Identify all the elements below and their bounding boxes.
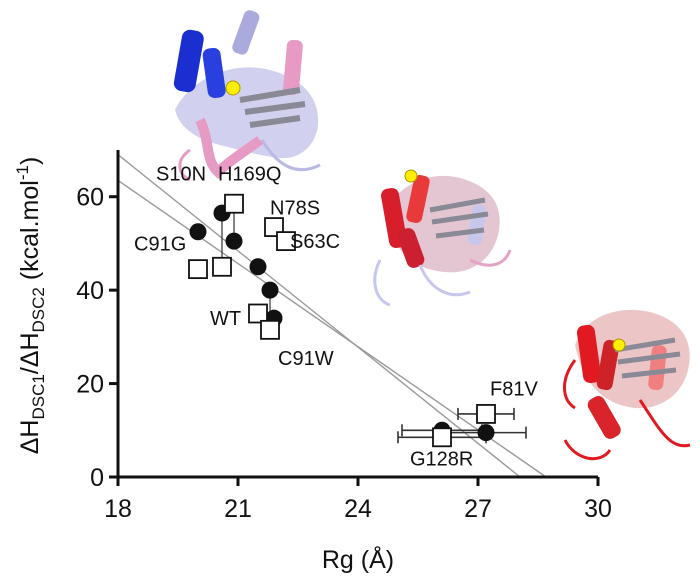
y-tick-label: 60 <box>76 184 104 212</box>
y-tick-label: 0 <box>90 464 104 492</box>
filled-circle-point <box>477 424 495 442</box>
open-square-point <box>224 193 244 214</box>
point-annotation: C91W <box>278 348 334 370</box>
y-tick-label: 20 <box>76 371 104 399</box>
point-annotation: WT <box>210 308 241 330</box>
open-square-point <box>248 303 268 324</box>
open-square-point <box>276 231 296 251</box>
annotations: S10N H169Q N78S S63C C91G WT C91W F81V G128R <box>134 163 538 470</box>
x-tick-label: 24 <box>344 495 372 523</box>
y-label-mid: /ΔH <box>16 332 44 374</box>
protein-structure-right <box>563 309 691 461</box>
x-tick-label: 18 <box>104 495 132 523</box>
point-annotation: F81V <box>490 378 538 400</box>
x-tick-label: 21 <box>224 495 252 523</box>
open-square-point <box>188 259 208 280</box>
open-square-point <box>432 427 452 448</box>
y-label-close: ) <box>16 157 44 165</box>
point-annotation: S10N <box>156 163 206 185</box>
point-annotation: C91G <box>134 233 186 255</box>
y-axis-ticks: 0 20 40 60 <box>76 184 118 492</box>
protein-structure-top <box>173 10 321 182</box>
x-tick-label: 30 <box>584 495 612 523</box>
point-annotation: G128R <box>410 448 473 470</box>
filled-circle-point <box>189 223 207 241</box>
point-annotation: S63C <box>290 231 340 253</box>
x-tick-label: 27 <box>464 495 492 523</box>
open-square-point <box>260 319 280 340</box>
filled-circle-point <box>249 258 267 276</box>
point-annotation: N78S <box>270 197 320 219</box>
y-label-sup: -1 <box>13 165 32 180</box>
x-axis-label: Rg (Å) <box>322 544 394 574</box>
x-axis-ticks: 18 21 24 27 30 <box>104 477 612 523</box>
fit-line <box>117 154 521 478</box>
open-square-point <box>212 256 232 277</box>
error-bars <box>397 407 527 444</box>
data-points <box>188 193 496 448</box>
y-axis-label: ΔHDSC1/ΔHDSC2 (kcal.mol-1) <box>13 157 48 455</box>
filled-circle-point <box>225 232 243 250</box>
point-annotation: H169Q <box>218 163 281 185</box>
y-label-unit: (kcal.mol <box>16 180 44 287</box>
protein-structure-middle <box>373 169 512 307</box>
y-label-sub2: DSC2 <box>29 287 48 332</box>
fit-line <box>117 179 547 478</box>
open-square-point <box>476 404 496 424</box>
filled-circle-point <box>261 281 279 299</box>
y-tick-label: 40 <box>76 277 104 305</box>
y-label-prefix: ΔH <box>16 420 44 455</box>
y-label-sub1: DSC1 <box>29 374 48 419</box>
fit-lines <box>117 154 547 478</box>
